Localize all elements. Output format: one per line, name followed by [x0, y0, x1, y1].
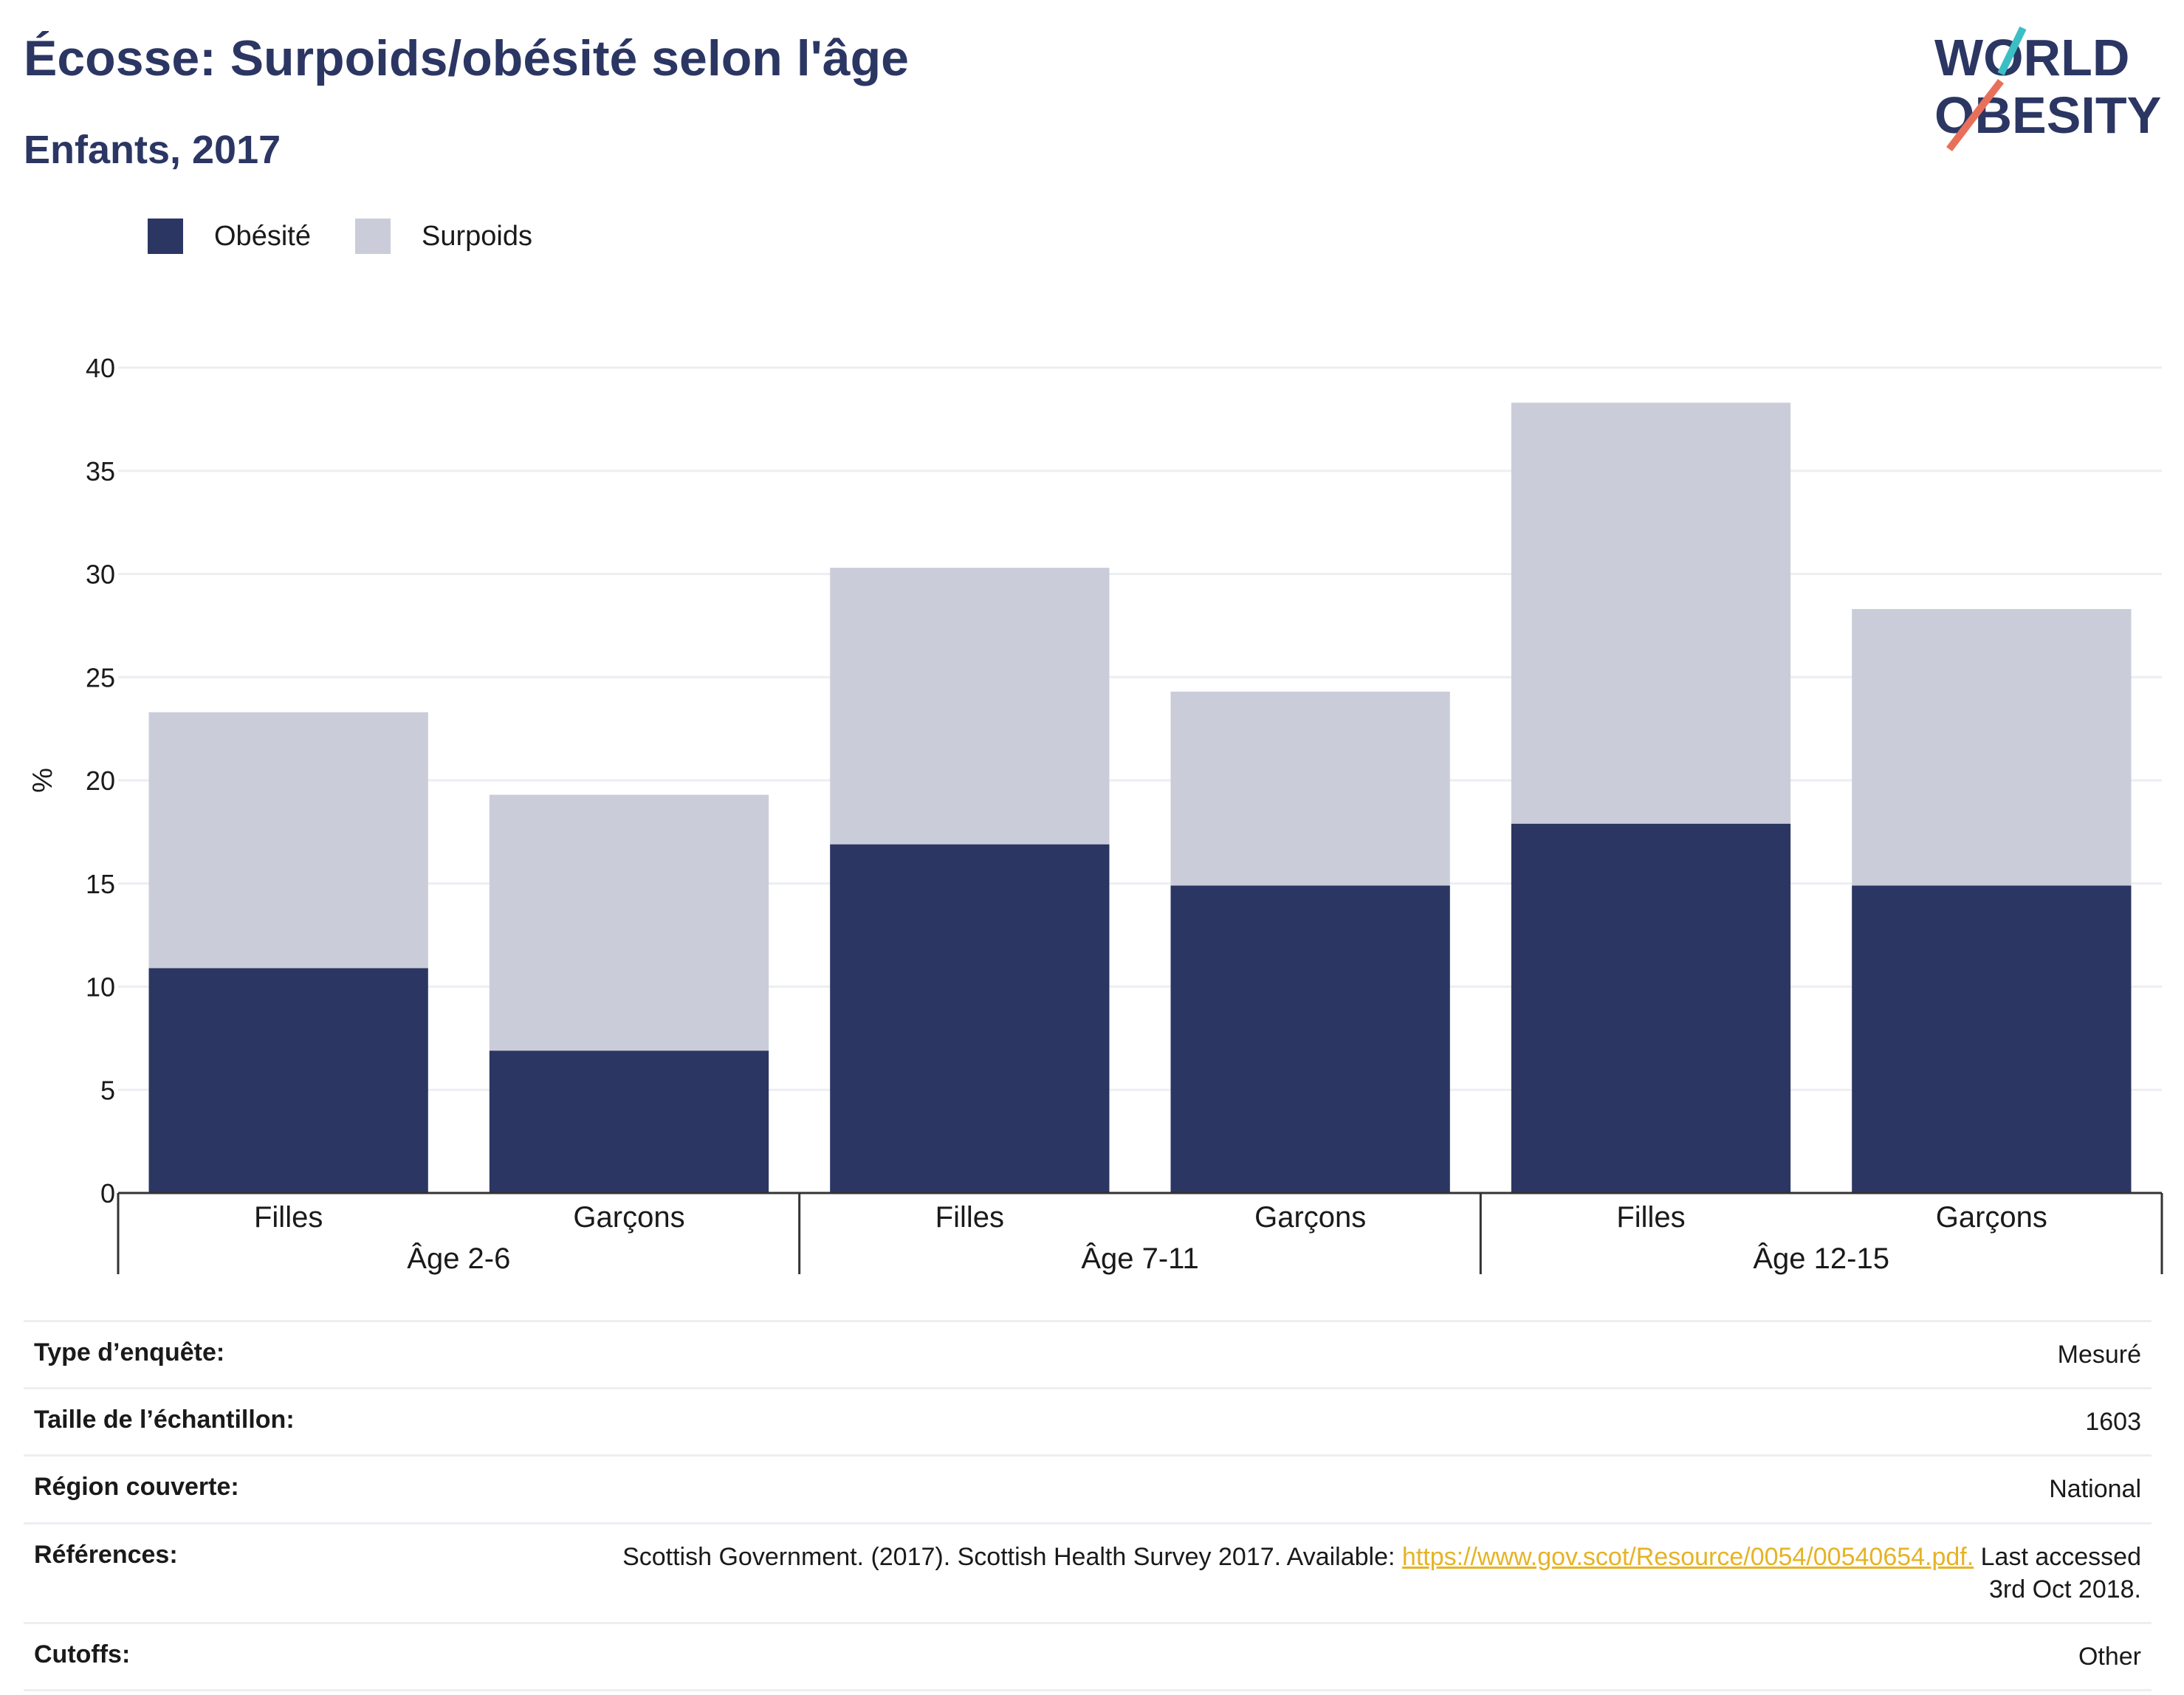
x-tick-label: Filles	[935, 1201, 1004, 1234]
chart-subtitle: Enfants, 2017	[24, 128, 281, 172]
info-value: 1603	[2085, 1408, 2141, 1437]
info-value: Scottish Government. (2017). Scottish He…	[591, 1541, 2141, 1606]
y-tick-label: 20	[86, 766, 115, 796]
reference-text: Scottish Government. (2017). Scottish He…	[622, 1542, 1402, 1571]
legend-item-obesite[interactable]: Obésité	[148, 219, 311, 254]
legend-swatch-obesite	[148, 219, 183, 254]
bar-surpoids	[489, 794, 769, 1051]
y-tick-label: 40	[86, 353, 115, 383]
info-key: Références:	[34, 1540, 178, 1569]
x-tick-label: Garçons	[1254, 1201, 1366, 1234]
info-key: Région couverte:	[34, 1473, 239, 1502]
info-row-region: Région couverte: National	[24, 1454, 2152, 1522]
info-value: Mesuré	[2057, 1341, 2141, 1369]
chart-legend: Obésité Surpoids	[148, 219, 577, 254]
bar-surpoids	[1511, 402, 1791, 824]
info-row-cutoffs: Cutoffs: Other	[24, 1621, 2152, 1692]
logo-slash-red	[1946, 78, 2004, 152]
bar-obesite	[1852, 885, 2132, 1193]
info-key: Type d’enquête:	[34, 1338, 225, 1366]
y-tick-label: 30	[86, 560, 115, 590]
info-key: Cutoffs:	[34, 1640, 131, 1668]
legend-swatch-surpoids	[354, 219, 391, 254]
reference-accessed: Last accessed 3rd Oct 2018.	[1974, 1542, 2141, 1603]
bar-obesite	[1170, 885, 1450, 1193]
bar-chart: 0 5 10 15 20 25 30 35 40% Filles Garçons Filles Garç…	[27, 353, 2163, 1275]
info-key: Taille de l’échantillon:	[34, 1406, 295, 1434]
y-tick-label: 15	[86, 869, 115, 899]
group-label: Âge 12-15	[1753, 1242, 1889, 1275]
bar-surpoids	[1852, 609, 2132, 886]
legend-label-obesite: Obésité	[214, 220, 311, 252]
group-label: Âge 7-11	[1081, 1242, 1198, 1275]
x-tick-label: Garçons	[573, 1201, 684, 1234]
info-value: Other	[2078, 1642, 2141, 1671]
y-tick-label: 0	[100, 1178, 115, 1208]
legend-label-surpoids: Surpoids	[421, 220, 532, 252]
survey-info-table: Type d’enquête: Mesuré Taille de l’échan…	[24, 1320, 2152, 1692]
logo-slash-teal	[1997, 26, 2027, 76]
legend-item-surpoids[interactable]: Surpoids	[354, 219, 532, 254]
x-tick-label: Garçons	[1936, 1201, 2047, 1234]
info-row-references: Références: Scottish Government. (2017).…	[24, 1522, 2152, 1622]
info-value: National	[2049, 1475, 2141, 1504]
y-axis-label: %	[27, 768, 58, 793]
bar-obesite	[489, 1051, 769, 1193]
y-tick-label: 25	[86, 662, 115, 692]
reference-link[interactable]: https://www.gov.scot/Resource/0054/00540…	[1401, 1542, 1974, 1571]
bar-surpoids	[1170, 691, 1450, 886]
bar-surpoids	[830, 568, 1110, 845]
x-tick-label: Filles	[1616, 1201, 1685, 1234]
bar-obesite	[148, 968, 428, 1193]
y-tick-label: 10	[86, 972, 115, 1003]
bar-surpoids	[148, 712, 428, 969]
x-tick-label: Filles	[254, 1201, 323, 1234]
y-tick-label: 5	[100, 1075, 115, 1105]
bar-obesite	[830, 844, 1110, 1193]
info-row-survey-type: Type d’enquête: Mesuré	[24, 1320, 2152, 1387]
world-obesity-logo: WORLD OBESITY	[1934, 26, 2161, 152]
info-row-sample-size: Taille de l’échantillon: 1603	[24, 1387, 2152, 1454]
bar-obesite	[1511, 823, 1791, 1193]
y-tick-label: 35	[86, 456, 115, 487]
group-label: Âge 2-6	[407, 1242, 510, 1275]
logo-text-world: WORLD	[1934, 29, 2129, 86]
chart-title: Écosse: Surpoids/obésité selon l'âge	[24, 30, 909, 86]
